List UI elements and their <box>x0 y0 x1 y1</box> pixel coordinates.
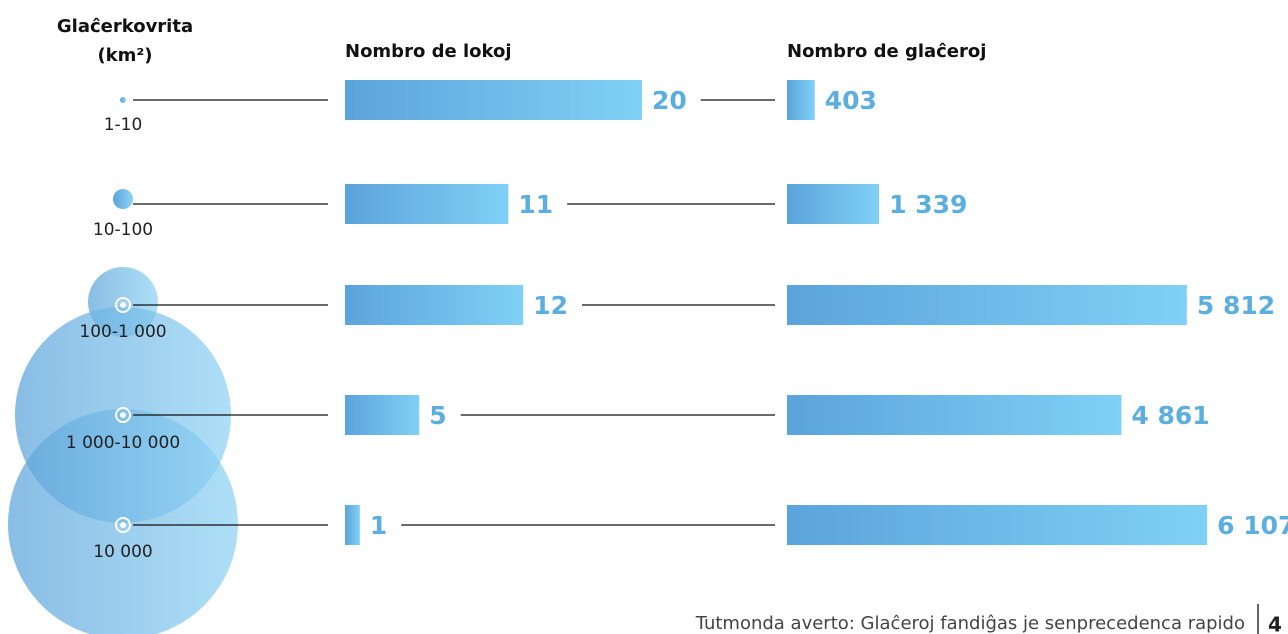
bar <box>345 184 509 224</box>
bubble <box>113 189 133 209</box>
bar <box>787 80 815 120</box>
footer: Tutmonda averto: Glaĉeroj fandiĝas je se… <box>695 613 1245 634</box>
center-dot <box>120 522 126 528</box>
page-number: 4 <box>1268 613 1282 634</box>
bar <box>345 80 642 120</box>
series-title: Nombro de glaĉeroj <box>787 41 986 62</box>
value-label: 1 339 <box>889 190 967 219</box>
series-title: Nombro de lokoj <box>345 41 512 62</box>
bar <box>787 505 1208 545</box>
value-label: 6 107 <box>1217 511 1288 540</box>
bar <box>787 184 880 224</box>
bar <box>345 285 524 325</box>
category-label: 1-10 <box>104 115 143 135</box>
category-label: 10 000 <box>93 542 152 562</box>
value-label: 1 <box>370 511 387 540</box>
center-ring <box>115 517 131 533</box>
center-dot <box>120 302 126 308</box>
header-line: (km²) <box>97 45 152 66</box>
center-ring <box>115 407 131 423</box>
bar <box>345 505 360 545</box>
bar <box>787 285 1187 325</box>
category-label: 100-1 000 <box>79 322 166 342</box>
value-label: 11 <box>518 190 553 219</box>
category-label: 1 000-10 000 <box>66 433 180 453</box>
center-ring <box>115 297 131 313</box>
value-label: 4 861 <box>1131 401 1209 430</box>
bar <box>345 395 420 435</box>
value-label: 5 812 <box>1197 291 1275 320</box>
value-label: 403 <box>825 86 877 115</box>
center-dot <box>120 412 126 418</box>
bubble <box>8 409 238 634</box>
bar <box>787 395 1122 435</box>
value-label: 20 <box>652 86 687 115</box>
category-label: 10-100 <box>93 220 153 240</box>
value-label: 5 <box>429 401 446 430</box>
header-line: Glaĉerkovrita <box>57 16 193 37</box>
bubble <box>120 97 126 103</box>
value-label: 12 <box>533 291 568 320</box>
